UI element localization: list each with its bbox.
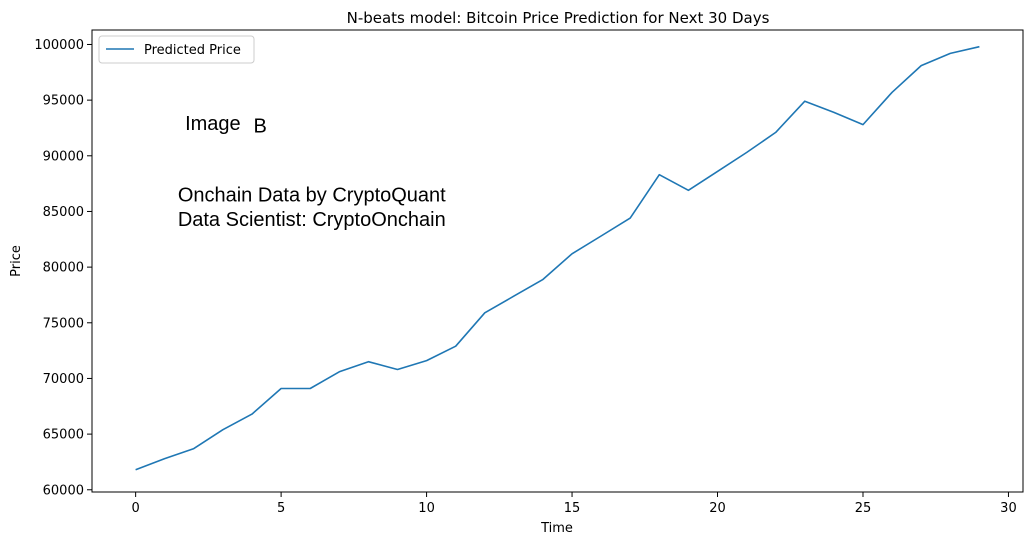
legend: Predicted Price [98,35,255,64]
x-tick-label: 15 [564,501,581,516]
x-axis: 0 5 10 15 20 25 30 [132,492,1017,516]
chart-title: N-beats model: Bitcoin Price Prediction … [347,9,770,27]
x-tick-label: 10 [418,501,435,516]
y-axis-label: Price [9,245,24,277]
annotation-layer: Image B Onchain Data by CryptoQuant Data Sc… [178,113,446,231]
x-tick-label: 30 [1000,501,1017,516]
series-layer [135,45,980,471]
series-line-predicted-price [135,45,980,471]
annotation-text: Data Scientist: CryptoOnchain [178,209,446,231]
legend-box [98,35,255,64]
annotation-text: B [253,115,266,137]
y-tick-label: 60000 [43,483,84,498]
legend-label-predicted-price: Predicted Price [144,43,241,58]
y-tick-label: 65000 [43,428,84,443]
x-tick-label: 5 [277,501,285,516]
x-tick-label: 0 [132,501,140,516]
y-tick-label: 80000 [43,261,84,276]
y-tick-label: 70000 [43,372,84,387]
x-tick-label: 25 [855,501,872,516]
y-tick-label: 90000 [43,149,84,164]
plot-frame [91,29,1024,493]
annotation-text: Onchain Data by CryptoQuant [178,184,446,206]
x-tick-label: 20 [709,501,726,516]
y-tick-label: 75000 [43,316,84,331]
y-axis: 60000 65000 70000 75000 80000 85000 90000 95000… [34,38,92,498]
y-tick-label: 85000 [43,205,84,220]
x-axis-label: Time [540,521,573,536]
y-tick-label: 95000 [43,94,84,109]
annotation-text: Image [185,113,241,135]
plot-area [91,29,1024,493]
y-tick-label: 100000 [34,38,84,53]
